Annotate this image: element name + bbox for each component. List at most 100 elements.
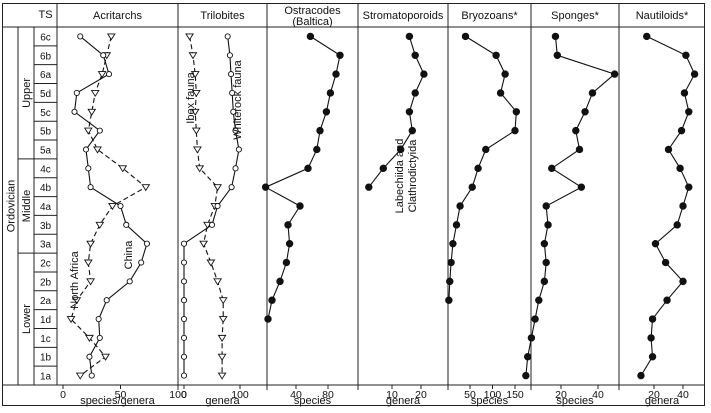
- data-point-nautiloids-2a: [663, 296, 671, 304]
- data-point-nautiloids-4b: [685, 183, 693, 191]
- data-point-stromatoporoids-6b: [411, 51, 419, 59]
- data-point-sponges-1c: [527, 334, 536, 342]
- stratigraphy-column: TS 6c 6b 6a 5d 5c 5b 5a 4c 4b 4a 3b 3a 2c 2b 2a 1d 1c 1b 1a…: [5, 3, 58, 385]
- label-clathrodictyida: Clathrodictyida: [407, 139, 419, 213]
- data-point-ostracodes-3b: [284, 221, 292, 229]
- panel-subtitle-ostracodes: (Baltica): [292, 16, 332, 28]
- data-point-sponges-2b: [540, 277, 549, 286]
- data-point-trilobites-2a: [180, 297, 188, 304]
- epoch-label-lower: Lower: [21, 304, 33, 334]
- data-point-trilobites-5c: [230, 108, 237, 115]
- data-point-acritarchs-3b: [123, 221, 130, 228]
- data-point-nautiloids-5d: [680, 89, 689, 97]
- stage-label-1c: 1c: [40, 334, 51, 345]
- x-tick-label: 100: [484, 389, 502, 401]
- panel-title-nautiloids: Nautiloids*: [636, 10, 689, 22]
- data-point-nautiloids-1b: [648, 353, 657, 361]
- data-point-ostracodes-4a: [296, 202, 304, 210]
- data-point-nautiloids-2b: [679, 277, 687, 286]
- panel-frames: [2, 3, 705, 406]
- data-point-bryozoans-6b: [492, 51, 500, 59]
- data-point-sponges-1a: [522, 371, 530, 380]
- data-point-acritarchs-6a: [97, 71, 107, 79]
- stage-label-2b: 2b: [40, 277, 52, 288]
- data-point-nautiloids-4c: [676, 164, 684, 173]
- data-point-trilobites-3b: [208, 221, 216, 228]
- data-point-stromatoporoids-5d: [411, 89, 419, 97]
- data-point-nautiloids-6c: [643, 32, 651, 41]
- x-axis-label-trilobites: genera: [205, 395, 240, 407]
- figure-outer-frame: [2, 3, 705, 406]
- data-point-bryozoans-2b: [446, 277, 454, 286]
- x-tick-label: 10: [386, 389, 398, 401]
- data-point-trilobites-4c: [195, 165, 205, 173]
- x-tick-label: 50: [115, 389, 127, 401]
- data-point-acritarchs-4b: [87, 184, 94, 191]
- data-point-acritarchs-6a: [105, 71, 113, 78]
- data-point-trilobites-5a: [193, 146, 202, 154]
- data-point-bryozoans-4b: [468, 183, 476, 191]
- data-point-sponges-5d: [588, 89, 597, 97]
- data-point-sponges-5a: [575, 145, 584, 154]
- stage-label-2a: 2a: [40, 296, 52, 307]
- data-point-trilobites-5b: [232, 127, 239, 134]
- x-axis-label-acritarchs: species/genera: [80, 395, 155, 407]
- stage-label-3a: 3a: [40, 240, 52, 251]
- x-tick-label: 40: [677, 389, 689, 401]
- stage-label-2c: 2c: [40, 259, 51, 270]
- data-point-sponges-6b: [553, 51, 561, 59]
- label-whiterock-fauna: Whiterock fauna: [232, 59, 244, 139]
- period-label: Ordovician: [5, 180, 17, 233]
- x-tick-label: 100: [169, 389, 187, 401]
- data-point-bryozoans-6a: [501, 70, 509, 78]
- data-point-trilobites-2b: [180, 278, 188, 285]
- panel-title-bryozoans: Bryozoans*: [461, 10, 518, 22]
- data-point-stromatoporoids-6a: [420, 70, 428, 78]
- panel-title-stromatoporoids: Stromatoporoids: [363, 10, 444, 22]
- data-point-stromatoporoids-4c: [379, 164, 387, 173]
- data-point-ostracodes-2a: [268, 296, 276, 304]
- data-point-bryozoans-6c: [461, 32, 470, 41]
- data-point-acritarchs-1c: [85, 334, 94, 342]
- data-point-nautiloids-2c: [661, 258, 670, 267]
- data-point-nautiloids-4a: [679, 202, 687, 210]
- data-point-nautiloids-6a: [690, 70, 699, 78]
- data-point-trilobites-6b: [188, 52, 198, 60]
- stage-label-5d: 5d: [40, 89, 51, 100]
- data-point-ostracodes-6c: [306, 32, 315, 41]
- data-point-trilobites-3a: [180, 240, 188, 247]
- data-point-trilobites-5d: [229, 89, 236, 96]
- data-point-nautiloids-1d: [648, 315, 657, 323]
- stage-label-3b: 3b: [40, 221, 52, 232]
- data-point-trilobites-6c: [224, 33, 231, 40]
- data-point-trilobites-6b: [226, 52, 233, 59]
- x-axis-label-bryozoans: species: [471, 395, 509, 407]
- data-point-acritarchs-5d: [90, 89, 100, 98]
- data-point-trilobites-2b: [213, 278, 223, 286]
- stage-label-1b: 1b: [40, 353, 52, 364]
- data-point-acritarchs-1a: [88, 372, 95, 379]
- data-point-nautiloids-3b: [673, 221, 681, 229]
- x-tick-label: 80: [322, 389, 334, 401]
- data-point-stromatoporoids-5b: [408, 126, 416, 135]
- data-point-stromatoporoids-6c: [405, 32, 414, 41]
- data-point-acritarchs-2b: [86, 278, 96, 286]
- stage-label-5a: 5a: [40, 145, 52, 156]
- label-labechiida: Labechiida and: [394, 139, 406, 214]
- data-point-sponges-2c: [542, 258, 550, 267]
- data-point-trilobites-1c: [217, 334, 227, 342]
- epoch-label-middle: Middle: [21, 190, 33, 222]
- data-point-ostracodes-2c: [282, 258, 291, 267]
- data-point-ostracodes-6a: [332, 70, 340, 78]
- data-point-sponges-6a: [610, 70, 619, 78]
- data-point-trilobites-4c: [232, 165, 239, 172]
- data-point-ostracodes-3a: [285, 239, 294, 248]
- data-point-bryozoans-4a: [456, 202, 464, 210]
- data-point-nautiloids-5b: [677, 126, 686, 135]
- data-point-acritarchs-4c: [118, 165, 128, 173]
- stage-label-1a: 1a: [40, 372, 52, 383]
